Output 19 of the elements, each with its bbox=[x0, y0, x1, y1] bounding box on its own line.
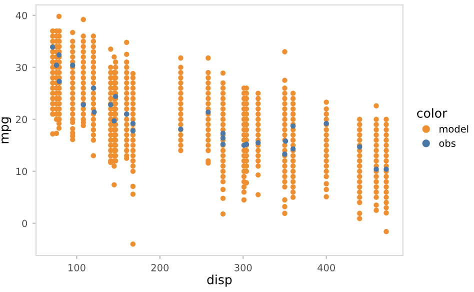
legend-title: color bbox=[417, 108, 448, 118]
point bbox=[206, 109, 211, 115]
legend-label: obs bbox=[439, 139, 456, 147]
point bbox=[256, 140, 261, 146]
y-tick-label: 10 bbox=[16, 168, 28, 176]
point bbox=[92, 109, 97, 115]
x-tick-label: 400 bbox=[318, 264, 335, 272]
y-axis-title: mpg bbox=[2, 117, 12, 144]
point bbox=[220, 135, 226, 141]
x-axis-title: disp bbox=[207, 274, 232, 287]
y-tick-label: 20 bbox=[16, 116, 28, 124]
x-tick-label: 200 bbox=[151, 264, 169, 272]
x-tick-label: 300 bbox=[234, 264, 252, 272]
y-tick-label: 30 bbox=[16, 64, 28, 72]
x-tick-label: 100 bbox=[68, 264, 86, 272]
point bbox=[56, 52, 62, 58]
y-tick-label: 0 bbox=[22, 220, 28, 228]
legend-label: model bbox=[440, 125, 468, 133]
y-tick-label: 40 bbox=[16, 12, 28, 20]
